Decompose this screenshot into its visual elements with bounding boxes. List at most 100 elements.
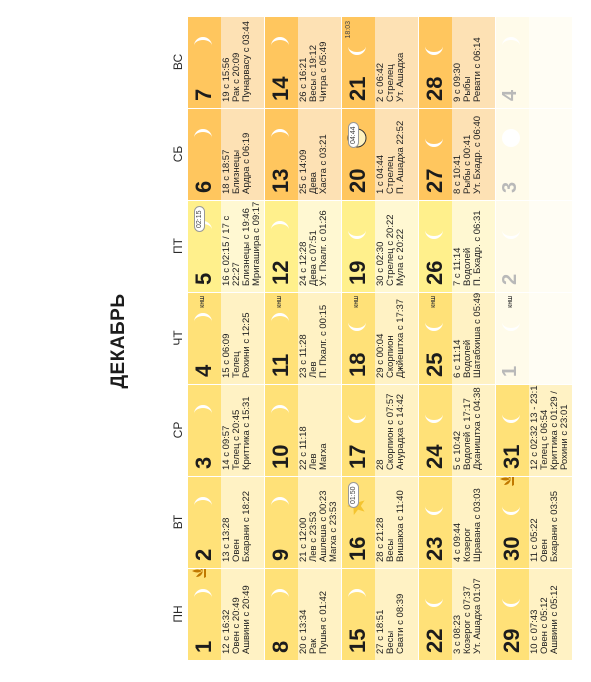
- moon-phase-icon: [348, 589, 366, 598]
- day-cell[interactable]: 13 25 с 14:09 Дева Хаста с 03:21: [265, 108, 342, 200]
- day-cell[interactable]: 5 02:15 16 с 02:15 / 17 с 22:27 Близнецы с 1…: [188, 200, 265, 292]
- day-details: 5 с 10:42 Водолей с 17:17 Дхаништха с 04:3…: [452, 387, 483, 470]
- detail-line: П. Ашадха 22:52: [395, 120, 406, 194]
- day-cell[interactable]: 23 4 с 09:44 Козерог Шравана с 03:03: [419, 476, 496, 568]
- corner-time: 18:03: [345, 21, 352, 39]
- detail-line: Рохини с 23:01: [559, 404, 570, 470]
- day-number: 27: [422, 168, 447, 193]
- next-month-cell[interactable]: 4: [496, 16, 573, 108]
- detail-line: Ут. Ашадха 01:07: [472, 578, 483, 654]
- day-cell[interactable]: 18 КНШ 29 с 00:04 Скорпион Джйештха с 17:37: [342, 292, 419, 384]
- moon-phase-icon: [348, 230, 366, 239]
- day-cell[interactable]: 10 22 с 11:18 Лев Магха: [265, 384, 342, 476]
- day-cell[interactable]: 2 13 с 13:28 Овен Бхарани с 18:22: [188, 476, 265, 568]
- day-tag: КНШ: [354, 296, 360, 308]
- day-cell[interactable]: 4 КНШ 15 с 06:09 Телец Рохини с 12:25: [188, 292, 265, 384]
- day-body: 7 с 11:14 Водолей П. Бхадр. с 06:31: [452, 201, 495, 292]
- lotus-icon: [192, 568, 206, 578]
- lotus-icon: [500, 476, 514, 486]
- moon-phase-icon: [425, 138, 443, 147]
- moon-phase-icon: [502, 37, 520, 46]
- moon-phase-icon: [348, 414, 366, 423]
- day-number: 29: [499, 628, 524, 653]
- detail-line: Вишакха с 11:40: [395, 490, 406, 562]
- day-body: 21 с 12:00 Лев с 23:53 Ашлеша с 00:23 Магха…: [298, 477, 341, 568]
- day-cell[interactable]: 3 14 с 09:57 Телец с 20:45 Криттика с 15:31: [188, 384, 265, 476]
- day-cell[interactable]: 25 КНШ 6 с 11:14 Водолей Шатабхиша с 05:49: [419, 292, 496, 384]
- month-title: ДЕКАБРЬ: [108, 293, 129, 389]
- day-cell[interactable]: 1 12 с 16:32 Овен с 20:49 Ашвини с 20:49: [188, 568, 265, 660]
- day-body: [529, 109, 572, 200]
- detail-line: Ашвини с 20:49: [241, 585, 252, 654]
- detail-line: Мула с 20:22: [395, 228, 406, 286]
- time-badge: 02:15: [194, 206, 205, 232]
- detail-line: Шатабхиша с 05:49: [472, 292, 483, 378]
- day-header-band: 23: [419, 477, 452, 568]
- day-body: [529, 201, 572, 292]
- day-details: 21 с 12:00 Лев с 23:53 Ашлеша с 00:23 Магха…: [298, 479, 339, 563]
- day-cell[interactable]: 9 21 с 12:00 Лев с 23:53 Ашлеша с 00:23 Магх…: [265, 476, 342, 568]
- day-cell[interactable]: 28 9 с 09:30 Рыбы Ревати с 06:14: [419, 16, 496, 108]
- day-header-band: 8: [265, 569, 298, 660]
- detail-line: Криттика с 15:31: [241, 396, 252, 470]
- day-number: 8: [268, 640, 293, 653]
- moon-phase-icon: [425, 414, 443, 423]
- day-number: 9: [268, 548, 293, 561]
- day-details: 30 с 02:30 Стрелец с 20:22 Мула с 20:22: [375, 203, 406, 286]
- moon-phase-icon: [194, 129, 212, 138]
- next-month-cell[interactable]: 3: [496, 108, 573, 200]
- day-header-band: 22: [419, 569, 452, 660]
- day-cell[interactable]: 12 24 с 12:28 Дева с 07:51 Ут. Пхалг. с 01:…: [265, 200, 342, 292]
- day-body: 12 с 02:32 13 - 23:19 Телец с 06:54 Критти…: [529, 384, 572, 476]
- moon-phase-icon: [348, 46, 366, 55]
- day-cell[interactable]: 6 18 с 18:57 Близнецы Ардра с 06:19: [188, 108, 265, 200]
- day-number: 12: [268, 260, 293, 285]
- day-cell[interactable]: 17 28 Скорпион с 07:57 Анурадха с 14:42: [342, 384, 419, 476]
- moon-phase-icon: [425, 230, 443, 239]
- day-cell[interactable]: 29 10 с 07:43 Овен с 05:12 Ашвини с 05:12: [496, 568, 573, 660]
- day-cell[interactable]: 31 12 с 02:32 13 - 23:19 Телец с 06:54 Крит…: [496, 384, 573, 476]
- day-header-band: 4: [496, 17, 529, 108]
- day-body: 2 с 06:42 Стрелец Ут. Ашадха: [375, 17, 418, 108]
- day-cell[interactable]: 30 11 с 05:22 Овен Бхарани с 03:35: [496, 476, 573, 568]
- day-cell[interactable]: 27 8 с 10:41 Рыбы с 00:41 Ут. Бхадр. с 06:4…: [419, 108, 496, 200]
- day-cell[interactable]: 22 3 с 08:23 Козерог с 07:37 Ут. Ашадха 01:…: [419, 568, 496, 660]
- detail-line: Рохини с 12:25: [241, 312, 252, 378]
- day-header-band: 13: [265, 109, 298, 200]
- weekday-header: ВТ: [171, 514, 185, 530]
- moon-phase-icon: [194, 313, 212, 322]
- next-month-cell[interactable]: 2: [496, 200, 573, 292]
- day-details: 23 с 11:28 Лев П. Пхалг. с 00:15: [298, 295, 329, 378]
- moon-phase-icon: [425, 598, 443, 607]
- next-month-cell[interactable]: 1 КНШ: [496, 292, 573, 384]
- day-body: [529, 293, 572, 384]
- day-header-band: 4 КНШ: [188, 293, 221, 384]
- day-body: 12 с 16:32 Овен с 20:49 Ашвини с 20:49: [221, 569, 264, 660]
- moon-phase-icon: [348, 322, 366, 331]
- day-details: 28 с 21:28 Весы Вишакха с 11:40: [375, 479, 406, 562]
- day-cell[interactable]: 19 30 с 02:30 Стрелец с 20:22 Мула с 20:22: [342, 200, 419, 292]
- detail-line: Ардра с 06:19: [241, 132, 252, 194]
- day-number: 16: [345, 536, 370, 561]
- detail-line: Ут. Ашадха: [395, 52, 406, 102]
- day-body: 24 с 12:28 Дева с 07:51 Ут. Пхалг. с 01:26: [298, 201, 341, 292]
- day-cell[interactable]: 15 27 с 18:51 Весы Свати с 08:39: [342, 568, 419, 660]
- day-number: 20: [345, 168, 370, 193]
- moon-phase-icon: [271, 129, 289, 138]
- day-header-band: 21 18:03: [342, 17, 375, 108]
- day-cell[interactable]: 24 5 с 10:42 Водолей с 17:17 Дхаништха с 04…: [419, 384, 496, 476]
- day-number: 18: [345, 352, 370, 377]
- day-cell[interactable]: 26 7 с 11:14 Водолей П. Бхадр. с 06:31: [419, 200, 496, 292]
- day-cell[interactable]: 20 04:44 1 с 04:44 Стрелец П. Ашадха 22:52: [342, 108, 419, 200]
- day-cell[interactable]: 8 20 с 13:34 Рак Пушья с 01:42: [265, 568, 342, 660]
- day-details: 3 с 08:23 Козерог с 07:37 Ут. Ашадха 01:07: [452, 571, 483, 654]
- day-cell[interactable]: 11 КНШ 23 с 11:28 Лев П. Пхалг. с 00:15: [265, 292, 342, 384]
- day-cell[interactable]: 14 26 с 16:21 Весы с 19:12 Читра с 05:49: [265, 16, 342, 108]
- day-details: 28 Скорпион с 07:57 Анурадха с 14:42: [375, 387, 406, 470]
- day-number: 17: [345, 444, 370, 469]
- day-cell[interactable]: 21 18:03 2 с 06:42 Стрелец Ут. Ашадха: [342, 16, 419, 108]
- day-cell[interactable]: 16 01:50 28 с 21:28 Весы Вишакха с 11:40: [342, 476, 419, 568]
- day-number: 23: [422, 536, 447, 561]
- day-cell[interactable]: 7 19 с 15:56 Рак с 20:09 Пунарвасу с 03:44: [188, 16, 265, 108]
